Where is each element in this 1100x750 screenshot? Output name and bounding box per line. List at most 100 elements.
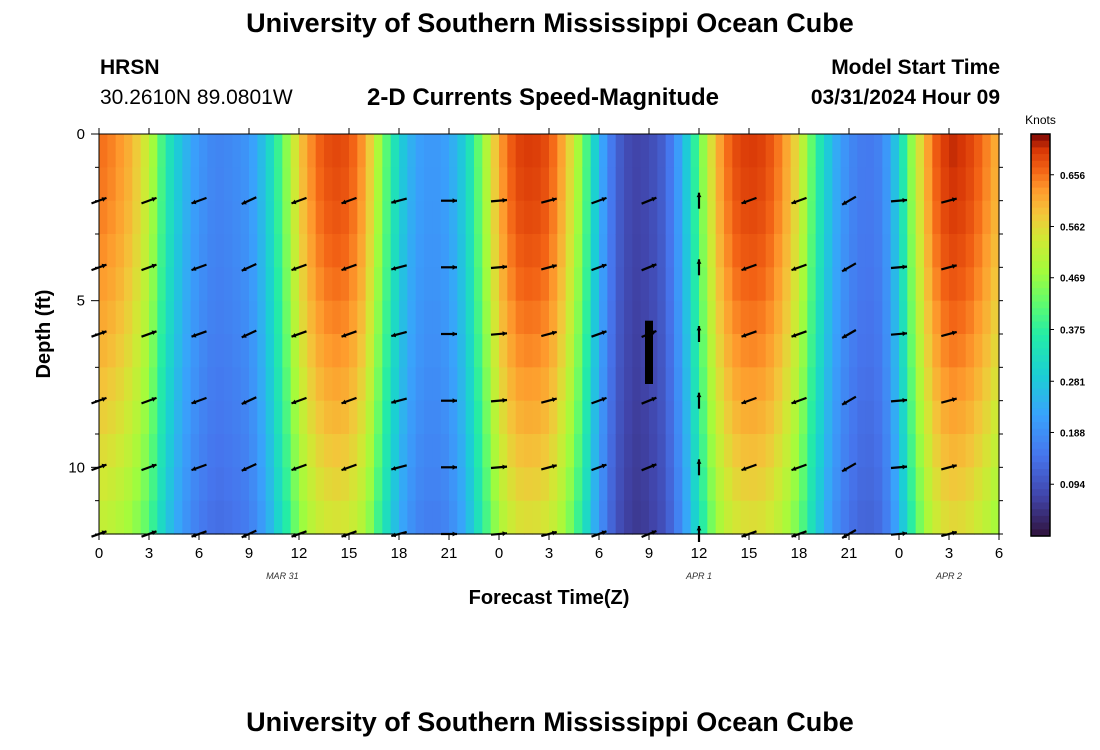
heatmap-cell [849,400,858,435]
current-direction-arrowhead-icon [696,526,702,531]
heatmap-cell [157,234,167,268]
heatmap-cell [340,134,350,168]
heatmap-cell [707,267,717,302]
heatmap-cell [465,267,475,302]
heatmap-cell [707,467,717,502]
heatmap-cell [765,200,775,235]
heatmap-cell [265,434,275,468]
heatmap-cell [599,500,608,535]
heatmap-cell [899,234,908,268]
heatmap-cell [974,500,983,535]
heatmap-cell [774,500,783,535]
heatmap-cell [174,167,183,202]
heatmap-cell [940,400,950,435]
heatmap-cell [424,500,433,535]
current-direction-arrowhead-icon [101,463,107,469]
heatmap-cell [282,234,292,268]
heatmap-cell [107,500,117,535]
current-direction-arrowhead-icon [502,464,507,470]
heatmap-cell [457,467,467,502]
heatmap-cell [449,200,458,235]
heatmap-cell [690,134,700,168]
heatmap-cell [790,434,800,468]
heatmap-cell [774,367,783,402]
heatmap-cell [882,500,892,535]
heatmap-cell [832,167,842,202]
current-direction-arrowhead-icon [791,333,797,338]
heatmap-cell [140,267,150,302]
heatmap-cell [890,467,900,502]
heatmap-cell [315,167,325,202]
heatmap-cell [249,200,258,235]
heatmap-cell [974,334,983,368]
heatmap-cell [532,367,542,402]
heatmap-cell [190,267,200,302]
heatmap-cell [249,467,258,502]
colorbar-segment [1031,274,1050,282]
heatmap-cell [432,334,442,368]
heatmap-cell [265,167,275,202]
heatmap-cell [549,400,558,435]
heatmap-cell [165,334,175,368]
heatmap-cell [374,467,383,502]
heatmap-cell [315,234,325,268]
heatmap-cell [490,367,500,402]
heatmap-cell [949,500,958,535]
heatmap-cell [507,200,517,235]
heatmap-cell [507,300,517,335]
heatmap-cell [482,434,492,468]
heatmap-cell [499,234,508,268]
heatmap-cell [840,367,850,402]
heatmap-cell [799,334,808,368]
heatmap-cell [915,234,925,268]
heatmap-cell [349,434,358,468]
heatmap-cell [532,334,542,368]
colorbar-tick-label: 0.094 [1060,480,1085,491]
heatmap-cell [274,334,283,368]
heatmap-cell [732,234,742,268]
heatmap-cell [174,500,183,535]
heatmap-cell [340,167,350,202]
heatmap-cell [757,367,767,402]
heatmap-cell [232,467,242,502]
heatmap-cell [649,200,658,235]
x-tick-label: 21 [441,545,458,562]
heatmap-cell [132,234,142,268]
heatmap-cell [357,400,367,435]
heatmap-cell [440,500,450,535]
heatmap-cell [649,267,658,302]
heatmap-cell [765,400,775,435]
heatmap-cell [207,167,217,202]
heatmap-cell [882,334,892,368]
heatmap-cell [124,400,133,435]
heatmap-cell [315,467,325,502]
heatmap-cell [357,467,367,502]
heatmap-cell [990,234,1000,268]
current-direction-arrowhead-icon [191,466,197,471]
heatmap-cell [790,267,800,302]
heatmap-cell [799,300,808,335]
heatmap-cell [574,367,583,402]
heatmap-cell [199,267,208,302]
heatmap-cell [540,400,550,435]
heatmap-cell [607,200,617,235]
heatmap-cell [599,334,608,368]
heatmap-cell [532,434,542,468]
colorbar-tick-label: 0.562 [1060,223,1085,234]
heatmap-cell [407,467,417,502]
heatmap-cell [499,500,508,535]
heatmap-cell [974,200,983,235]
heatmap-cell [749,134,758,168]
x-tick-label: 18 [791,545,808,562]
heatmap-cell [899,167,908,202]
heatmap-cell [332,434,342,468]
heatmap-cell [840,400,850,435]
heatmap-cell [982,500,992,535]
heatmap-cell [190,200,200,235]
heatmap-cell [232,500,242,535]
colorbar-label: Knots [1025,113,1056,127]
current-direction-arrowhead-icon [696,326,702,331]
heatmap-cell [790,234,800,268]
current-direction-arrowhead-icon [291,466,297,471]
